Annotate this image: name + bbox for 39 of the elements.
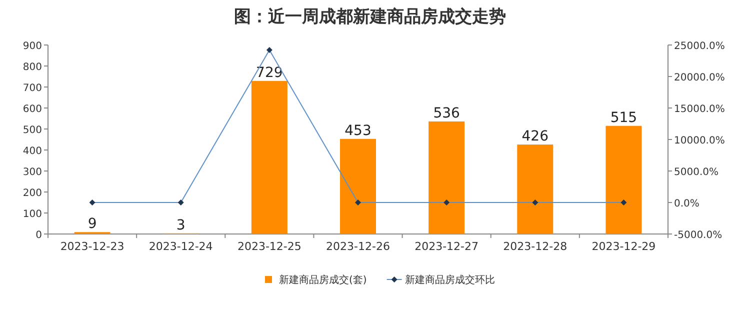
y-tick-label: 600: [22, 104, 42, 115]
x-tick-label: 2023-12-25: [237, 240, 302, 253]
y-tick-label: 500: [22, 125, 42, 136]
bar: [517, 144, 554, 234]
data-label: 426: [522, 128, 549, 145]
x-tick-label: 2023-12-26: [326, 240, 390, 253]
y2-tick-label: 20000.0%: [674, 72, 725, 84]
bar: [606, 126, 642, 234]
y2-tick-label: 15000.0%: [674, 104, 725, 115]
x-tick-label: 2023-12-29: [592, 240, 656, 253]
x-tick-label: 2023-12-23: [60, 240, 124, 253]
data-label: 729: [256, 64, 283, 81]
y2-tick-label: 10000.0%: [674, 136, 725, 146]
bar: [428, 121, 465, 234]
y-tick-label: 900: [22, 41, 42, 52]
y-tick-label: 800: [22, 62, 42, 73]
y-tick-label: 100: [22, 209, 42, 220]
y2-tick-label: 0.0%: [674, 198, 700, 210]
y-tick-label: 0: [36, 230, 42, 241]
y-tick-label: 700: [22, 83, 42, 94]
legend-label: 新建商品房成交(套): [279, 274, 367, 286]
x-tick-label: 2023-12-28: [503, 240, 568, 253]
y-tick-label: 200: [22, 188, 42, 199]
data-label: 3: [176, 217, 186, 234]
data-label: 515: [610, 110, 638, 126]
data-label: 536: [433, 105, 460, 122]
data-label: 453: [344, 122, 372, 139]
data-label: 9: [88, 216, 97, 232]
chart-title: 图：近一周成都新建商品房成交走势: [234, 7, 506, 27]
bar: [340, 138, 376, 234]
x-tick-label: 2023-12-24: [148, 240, 213, 253]
y2-tick-label: 5000.0%: [674, 167, 718, 178]
y-tick-label: 400: [22, 146, 42, 157]
y-tick-label: 300: [22, 167, 42, 178]
x-tick-label: 2023-12-27: [414, 240, 479, 253]
y2-tick-label: 25000.0%: [674, 41, 725, 52]
legend-label: 新建商品房成交环比: [404, 274, 495, 286]
y2-tick-label: -5000.0%: [674, 230, 722, 241]
bar: [251, 80, 288, 234]
